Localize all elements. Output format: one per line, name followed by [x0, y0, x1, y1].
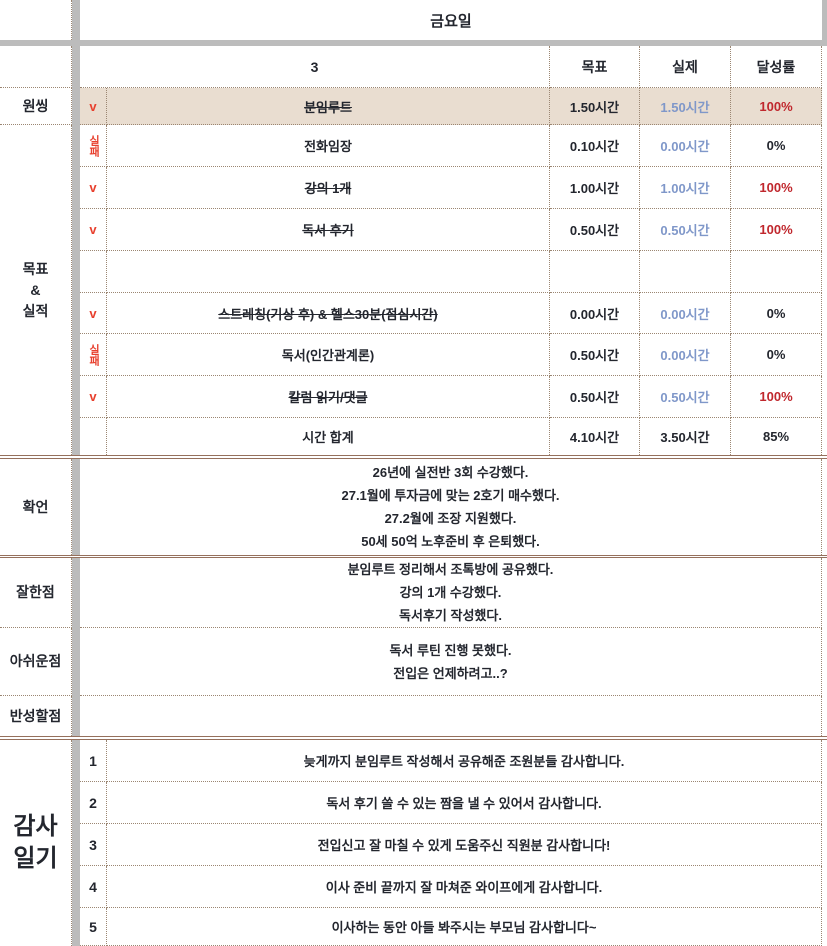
task-rate-3[interactable]: 100% — [731, 209, 822, 251]
task-name-1[interactable]: 전화임장 — [107, 125, 550, 167]
task-check-4[interactable] — [80, 251, 107, 293]
affirmation-line-4: 50세 50억 노후준비 후 은퇴했다. — [361, 534, 540, 549]
task-rate-4[interactable] — [731, 251, 822, 293]
sidebar-label-affirmation[interactable]: 확언 — [0, 459, 72, 555]
task-goal-7[interactable]: 0.50시간 — [550, 376, 640, 418]
task-check-0[interactable]: v — [80, 88, 107, 125]
corner-blank-cell — [0, 0, 72, 40]
gratitude-entry-4-number[interactable]: 4 — [80, 866, 107, 908]
affirmation-cell[interactable]: 26년에 실전반 3회 수강했다. 27.1월에 투자금에 맞는 2호기 매수했… — [80, 459, 822, 555]
task-actual-7[interactable]: 0.50시간 — [640, 376, 731, 418]
task-name-7[interactable]: 칼럼 읽기/댓글 — [107, 376, 550, 418]
task-check-7[interactable]: v — [80, 376, 107, 418]
task-name-2[interactable]: 강의 1개 — [107, 167, 550, 209]
affirmation-line-2: 27.1월에 투자금에 맞는 2호기 매수했다. — [341, 488, 560, 503]
task-check-1[interactable]: 실패 — [80, 125, 107, 167]
task-name-0[interactable]: 분임루트 — [107, 88, 550, 125]
section-divider-2 — [0, 555, 827, 558]
sidebar-label-regret[interactable]: 아쉬운점 — [0, 628, 72, 696]
regret-line-1: 독서 루틴 진행 못했다. — [389, 642, 512, 658]
sidebar-label-reflection[interactable]: 반성할점 — [0, 696, 72, 736]
task-actual-0[interactable]: 1.50시간 — [640, 88, 731, 125]
task-goal-1[interactable]: 0.10시간 — [550, 125, 640, 167]
task-check-3[interactable]: v — [80, 209, 107, 251]
label-blank-cell — [0, 46, 72, 88]
task-check-2[interactable]: v — [80, 167, 107, 209]
reflection-cell[interactable] — [80, 696, 822, 736]
task-goal-4[interactable] — [550, 251, 640, 293]
total-rate[interactable]: 85% — [731, 418, 822, 455]
actual-column-header[interactable]: 실제 — [640, 46, 731, 88]
task-rate-1[interactable]: 0% — [731, 125, 822, 167]
regret-line-2: 전입은 언제하려고..? — [393, 665, 508, 681]
task-rate-5[interactable]: 0% — [731, 293, 822, 334]
task-goal-2[interactable]: 1.00시간 — [550, 167, 640, 209]
task-actual-4[interactable] — [640, 251, 731, 293]
rate-column-header[interactable]: 달성률 — [731, 46, 822, 88]
task-check-6[interactable]: 실패 — [80, 334, 107, 376]
task-actual-2[interactable]: 1.00시간 — [640, 167, 731, 209]
gratitude-entry-3-text[interactable]: 전입신고 잘 마칠 수 있게 도움주신 직원분 감사합니다! — [107, 824, 822, 866]
task-name-3[interactable]: 독서 후기 — [107, 209, 550, 251]
gratitude-entry-5-number[interactable]: 5 — [80, 908, 107, 946]
gratitude-entry-3-number[interactable]: 3 — [80, 824, 107, 866]
total-actual[interactable]: 3.50시간 — [640, 418, 731, 455]
gratitude-entry-2-text[interactable]: 독서 후기 쓸 수 있는 짬을 낼 수 있어서 감사합니다. — [107, 782, 822, 824]
task-goal-6[interactable]: 0.50시간 — [550, 334, 640, 376]
header-right-gray-strip — [822, 0, 827, 40]
affirmation-line-1: 26년에 실전반 3회 수강했다. — [372, 465, 529, 480]
gratitude-entry-5-text[interactable]: 이사하는 동안 아들 봐주시는 부모님 감사합니다~ — [107, 908, 822, 946]
gratitude-entry-1-text[interactable]: 늦게까지 분임루트 작성해서 공유해준 조원분들 감사합니다. — [107, 740, 822, 782]
well-done-line-3: 독서후기 작성했다. — [399, 608, 502, 623]
task-actual-1[interactable]: 0.00시간 — [640, 125, 731, 167]
section-divider-1 — [0, 455, 827, 459]
task-rate-2[interactable]: 100% — [731, 167, 822, 209]
vertical-gray-strip — [72, 0, 80, 946]
task-name-5[interactable]: 스트레칭(기상 후) & 헬스30분(점심시간) — [107, 293, 550, 334]
gratitude-entry-4-text[interactable]: 이사 준비 끝까지 잘 마쳐준 와이프에게 감사합니다. — [107, 866, 822, 908]
well-done-cell[interactable]: 분임루트 정리해서 조톡방에 공유했다. 강의 1개 수강했다. 독서후기 작성… — [80, 558, 822, 628]
task-goal-0[interactable]: 1.50시간 — [550, 88, 640, 125]
task-check-5[interactable]: v — [80, 293, 107, 334]
total-goal[interactable]: 4.10시간 — [550, 418, 640, 455]
goal-column-header[interactable]: 목표 — [550, 46, 640, 88]
gratitude-entry-1-number[interactable]: 1 — [80, 740, 107, 782]
task-actual-6[interactable]: 0.00시간 — [640, 334, 731, 376]
task-actual-3[interactable]: 0.50시간 — [640, 209, 731, 251]
day-header[interactable]: 금요일 — [430, 12, 472, 30]
total-label[interactable]: 시간 합계 — [107, 418, 550, 455]
week-number-cell[interactable]: 3 — [80, 46, 550, 88]
task-name-6[interactable]: 독서(인간관계론) — [107, 334, 550, 376]
well-done-line-2: 강의 1개 수강했다. — [399, 585, 502, 600]
regret-cell[interactable]: 독서 루틴 진행 못했다. 전입은 언제하려고..? — [80, 628, 822, 696]
section-divider-3 — [0, 736, 827, 740]
task-actual-5[interactable]: 0.00시간 — [640, 293, 731, 334]
sidebar-label-one-thing[interactable]: 원씽 — [0, 88, 72, 125]
affirmation-line-3: 27.2월에 조장 지원했다. — [384, 511, 517, 526]
task-rate-0[interactable]: 100% — [731, 88, 822, 125]
gratitude-entry-2-number[interactable]: 2 — [80, 782, 107, 824]
sidebar-label-gratitude[interactable]: 감사 일기 — [0, 740, 72, 946]
sidebar-label-well-done[interactable]: 잘한점 — [0, 558, 72, 628]
total-check-cell — [80, 418, 107, 455]
task-goal-3[interactable]: 0.50시간 — [550, 209, 640, 251]
task-name-4[interactable] — [107, 251, 550, 293]
task-goal-5[interactable]: 0.00시간 — [550, 293, 640, 334]
well-done-line-1: 분임루트 정리해서 조톡방에 공유했다. — [347, 562, 554, 577]
task-rate-6[interactable]: 0% — [731, 334, 822, 376]
sidebar-label-goals-results[interactable]: 목표 & 실적 — [0, 125, 72, 455]
task-rate-7[interactable]: 100% — [731, 376, 822, 418]
horizontal-gray-strip — [0, 40, 827, 46]
